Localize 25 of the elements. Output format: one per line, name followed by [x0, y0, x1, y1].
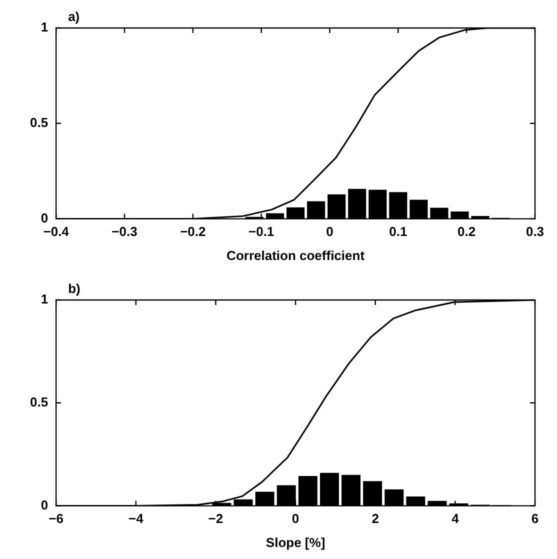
x-tick-label: −0.1 — [248, 224, 274, 240]
y-tick-label: 0.5 — [30, 394, 48, 410]
x-tick-label: 0 — [326, 224, 334, 240]
x-tick-label: −0.2 — [180, 224, 206, 240]
x-tick-label: −4 — [128, 511, 144, 526]
y-tick-label: 0 — [40, 210, 48, 226]
chart-title: a) — [68, 9, 80, 24]
y-tick-label: 0 — [40, 497, 48, 512]
x-tick-label: 4 — [452, 511, 460, 526]
x-axis-title: Slope [%] — [266, 534, 326, 550]
y-tick-label: 0.5 — [30, 114, 48, 130]
x-tick-label: 0 — [292, 511, 300, 526]
x-tick-label: 0.1 — [389, 224, 408, 240]
x-tick-label: 0.2 — [458, 224, 476, 240]
x-tick-label: −0.4 — [43, 224, 70, 240]
x-tick-label: −2 — [208, 511, 224, 526]
x-tick-label: 6 — [531, 511, 539, 526]
x-tick-label: −0.3 — [112, 224, 138, 240]
x-axis-title: Correlation coefficient — [226, 248, 366, 263]
x-tick-label: −6 — [48, 511, 64, 526]
chart-title: b) — [68, 281, 80, 296]
y-tick-label: 1 — [40, 20, 48, 35]
x-tick-label: 0.3 — [526, 224, 544, 240]
y-tick-label: 1 — [40, 292, 48, 307]
x-tick-label: 2 — [372, 511, 379, 526]
